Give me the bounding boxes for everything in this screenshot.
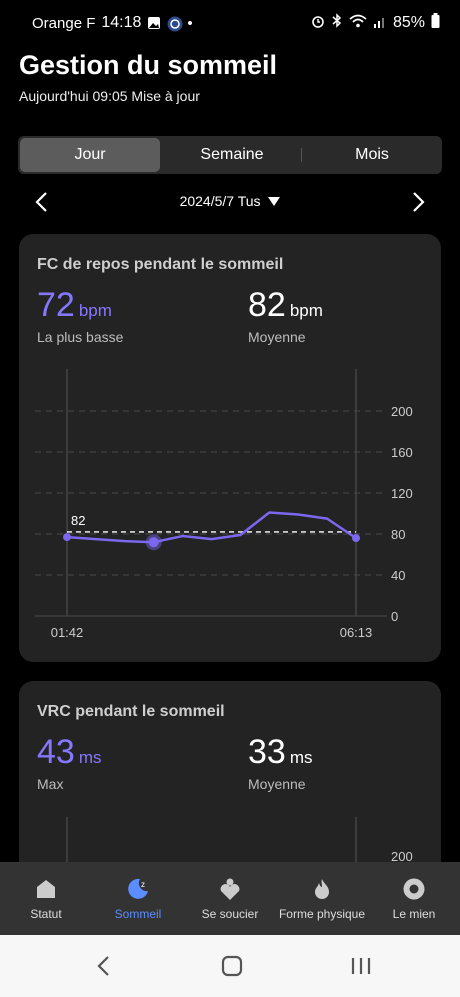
signal-icon xyxy=(373,14,387,33)
average-hr-metric: 82 bpm Moyenne xyxy=(248,286,323,345)
max-hrv-label: Max xyxy=(37,776,64,792)
battery-label: 85% xyxy=(392,14,425,31)
bottom-navigation: Statut z Sommeil Se soucier Forme physiq… xyxy=(0,862,460,935)
average-line-label: 82 xyxy=(71,513,85,528)
y-tick-label: 0 xyxy=(391,609,398,624)
back-icon[interactable] xyxy=(94,954,114,978)
average-hrv-metric: 33 ms Moyenne xyxy=(248,733,313,792)
y-tick-label: 160 xyxy=(391,445,413,460)
resting-heart-rate-card[interactable]: FC de repos pendant le sommeil 72 bpm La … xyxy=(19,234,441,662)
home-icon xyxy=(37,880,55,898)
bluetooth-icon xyxy=(331,13,343,33)
x-tick-label: 06:13 xyxy=(340,625,373,640)
heart-rate-chart: 0 40 80 120 160 200 82 01:42 06:13 xyxy=(35,369,413,640)
battery-icon xyxy=(431,13,440,33)
lowest-hr-label: La plus basse xyxy=(37,329,124,345)
gallery-icon xyxy=(147,16,161,30)
lowest-hr-metric: 72 bpm La plus basse xyxy=(37,286,123,345)
average-hrv-value: 33 xyxy=(248,733,286,771)
clock: 14:18 xyxy=(101,14,142,31)
hrv-card[interactable]: VRC pendant le sommeil 43 ms Max 33 ms Moy… xyxy=(19,681,441,881)
card-title: VRC pendant le sommeil xyxy=(37,703,225,720)
tab-divider xyxy=(301,148,302,162)
nav-fitness-label: Forme physique xyxy=(278,907,366,921)
lowest-point xyxy=(148,537,159,548)
data-point xyxy=(63,533,71,542)
home-button-icon[interactable] xyxy=(220,954,244,978)
chevron-right-icon xyxy=(413,192,425,212)
nav-sleep-label: Sommeil xyxy=(114,907,162,921)
tab-week-label: Semaine xyxy=(200,146,264,163)
tab-week[interactable]: Semaine xyxy=(162,136,302,174)
next-day-button[interactable] xyxy=(404,188,432,216)
y-tick-label: 40 xyxy=(391,568,405,583)
nav-care[interactable]: Se soucier xyxy=(184,862,276,935)
system-navigation-bar xyxy=(0,935,460,997)
status-bar: Orange F 14:18 • 85% xyxy=(0,0,460,46)
card-title: FC de repos pendant le sommeil xyxy=(37,256,284,273)
nav-sleep[interactable]: z Sommeil xyxy=(92,862,184,935)
profile-icon xyxy=(403,878,425,900)
chevron-left-icon xyxy=(35,192,47,212)
x-tick-label: 01:42 xyxy=(51,625,84,640)
last-updated-text: Aujourd'hui 09:05 Mise à jour xyxy=(19,88,200,104)
app-notification-icon xyxy=(167,16,183,32)
tab-day[interactable]: Jour xyxy=(20,138,160,172)
period-selector: Jour Semaine Mois xyxy=(18,136,442,174)
flame-icon xyxy=(315,879,329,899)
y-tick-label: 120 xyxy=(391,486,413,501)
tab-month[interactable]: Mois xyxy=(355,146,389,163)
average-hrv-unit: ms xyxy=(289,748,313,767)
nav-care-label: Se soucier xyxy=(201,907,259,921)
svg-text:z: z xyxy=(141,880,145,889)
average-hr-unit: bpm xyxy=(289,301,323,320)
nav-status[interactable]: Statut xyxy=(0,862,92,935)
nav-profile-label: Le mien xyxy=(392,907,436,921)
date-label: 2024/5/7 Tus xyxy=(179,193,261,209)
care-heart-icon xyxy=(220,878,240,900)
hr-series-line xyxy=(66,511,357,544)
nav-profile[interactable]: Le mien xyxy=(368,862,460,935)
wifi-icon xyxy=(349,14,367,33)
sleep-moon-icon: z xyxy=(128,878,148,899)
average-hr-label: Moyenne xyxy=(248,329,306,345)
date-navigator: 2024/5/7 Tus xyxy=(0,186,460,218)
max-hrv-metric: 43 ms Max xyxy=(37,733,102,792)
page-title: Gestion du sommeil xyxy=(19,50,278,80)
y-tick-label: 80 xyxy=(391,527,405,542)
alarm-icon xyxy=(311,14,325,33)
max-hrv-unit: ms xyxy=(78,748,102,767)
data-point xyxy=(352,534,360,543)
notification-dot-icon: • xyxy=(187,14,193,32)
y-tick-label: 200 xyxy=(391,849,413,864)
average-hrv-label: Moyenne xyxy=(248,776,306,792)
y-tick-label: 200 xyxy=(391,404,413,419)
average-hr-value: 82 xyxy=(248,286,286,324)
previous-day-button[interactable] xyxy=(28,188,56,216)
lowest-hr-value: 72 xyxy=(37,286,75,324)
max-hrv-value: 43 xyxy=(37,733,75,771)
nav-fitness[interactable]: Forme physique xyxy=(276,862,368,935)
carrier-label: Orange F xyxy=(32,14,96,32)
recent-apps-icon[interactable] xyxy=(350,954,372,978)
lowest-hr-unit: bpm xyxy=(78,301,112,320)
date-picker[interactable]: 2024/5/7 Tus xyxy=(0,193,460,209)
nav-status-label: Statut xyxy=(30,907,62,921)
triangle-down-icon xyxy=(268,197,281,206)
